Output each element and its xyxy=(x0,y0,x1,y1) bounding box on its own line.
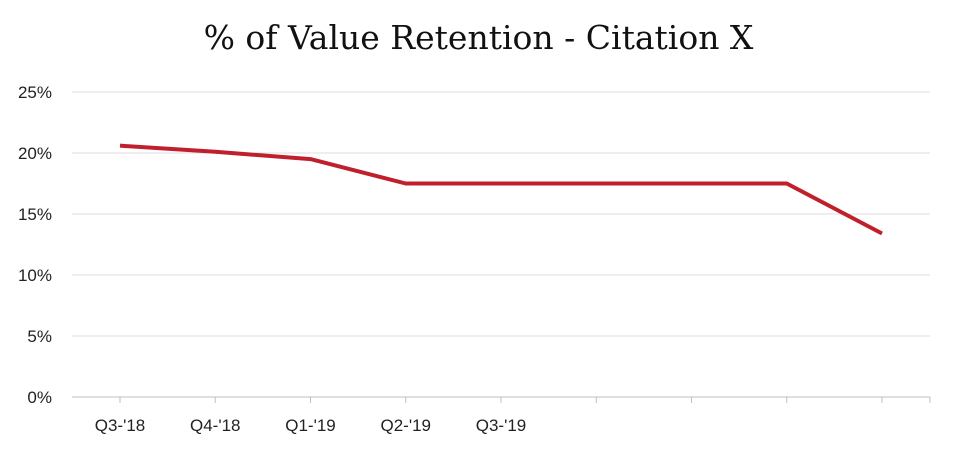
y-tick-label: 0% xyxy=(27,388,52,407)
x-axis-tick-labels: Q3-'18 Q4-'18 Q1-'19 Q2-'19 Q3-'19 xyxy=(95,416,527,435)
series-line xyxy=(119,143,883,236)
x-tick-label: Q3-'18 xyxy=(95,416,146,435)
y-tick-label: 10% xyxy=(18,266,52,285)
x-tick-label: Q2-'19 xyxy=(381,416,432,435)
x-tick-label: Q4-'18 xyxy=(190,416,241,435)
x-axis xyxy=(72,396,931,403)
y-tick-label: 20% xyxy=(18,144,52,163)
chart-title: % of Value Retention - Citation X xyxy=(203,18,754,57)
data-series xyxy=(119,143,883,236)
y-tick-label: 25% xyxy=(18,83,52,102)
y-axis-tick-labels: 0% 5% 10% 15% 20% 25% xyxy=(18,83,52,407)
y-tick-label: 5% xyxy=(27,327,52,346)
x-tick-label: Q3-'19 xyxy=(476,416,527,435)
y-tick-label: 15% xyxy=(18,205,52,224)
x-tick-label: Q1-'19 xyxy=(285,416,336,435)
gridlines xyxy=(72,91,930,337)
